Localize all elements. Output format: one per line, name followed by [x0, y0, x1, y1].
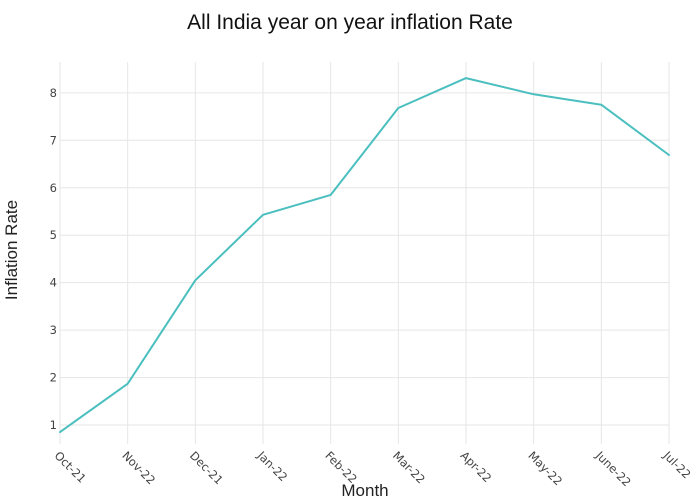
x-tick-label: Jul-22 — [660, 448, 694, 482]
x-tick-label: June-22 — [592, 448, 634, 490]
y-tick-label: 3 — [50, 323, 57, 337]
y-tick-labels: 1 2 3 4 5 6 7 8 — [50, 86, 57, 432]
chart-title: All India year on year inflation Rate — [187, 11, 513, 34]
x-tick-label: Jan-22 — [254, 448, 290, 484]
x-tick-label: Dec-21 — [187, 448, 226, 487]
x-tick-label: Apr-22 — [458, 448, 495, 485]
y-tick-label: 5 — [50, 228, 57, 242]
x-tick-label: Oct-21 — [52, 448, 89, 485]
series-layer — [59, 77, 670, 434]
y-tick-label: 6 — [50, 181, 57, 195]
y-tick-label: 4 — [50, 276, 57, 290]
x-tick-label: Nov-22 — [119, 448, 158, 487]
y-axis-label: Inflation Rate — [2, 200, 21, 300]
y-tick-label: 8 — [50, 86, 57, 100]
x-tick-label: Mar-22 — [390, 448, 428, 486]
x-axis-label: Month — [341, 481, 388, 500]
y-tick-label: 1 — [50, 418, 57, 432]
y-tick-label: 2 — [50, 371, 57, 385]
series-line — [59, 77, 670, 434]
x-gridlines — [59, 62, 670, 444]
x-tick-label: May-22 — [525, 448, 565, 488]
y-tick-label: 7 — [50, 133, 57, 147]
y-gridlines — [60, 92, 669, 426]
